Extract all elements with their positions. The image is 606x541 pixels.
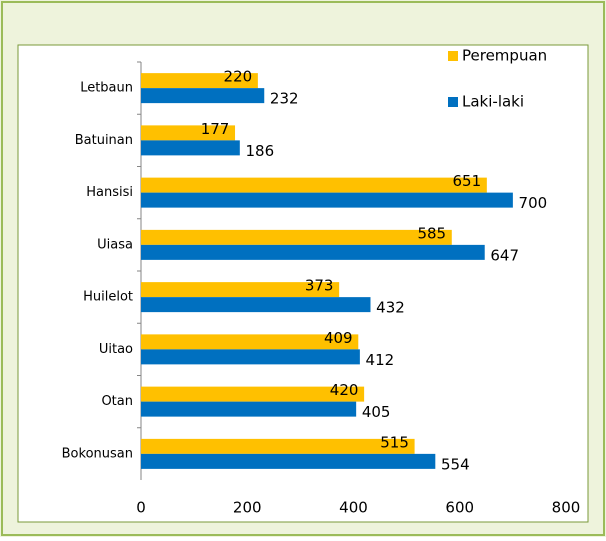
bar (141, 140, 240, 156)
bar (141, 244, 485, 260)
data-label: 373 (305, 277, 334, 295)
data-label: 585 (417, 224, 446, 242)
data-label: 220 (224, 68, 253, 86)
data-label: 554 (441, 455, 470, 473)
y-tick-label: Batuinan (75, 133, 133, 148)
y-tick-label: Uiasa (97, 237, 133, 252)
data-label: 432 (376, 299, 405, 317)
y-tick-label: Otan (101, 394, 133, 409)
y-tick-label: Uitao (99, 342, 133, 357)
data-label: 232 (270, 90, 299, 108)
legend-swatch (448, 97, 458, 107)
legend-label: Perempuan (462, 47, 547, 65)
bar (141, 177, 487, 193)
bar (141, 334, 359, 350)
bar (141, 438, 415, 454)
data-label: 651 (453, 172, 482, 190)
bar (141, 229, 452, 245)
bar (141, 349, 360, 365)
data-label: 515 (380, 433, 409, 451)
legend-swatch (448, 51, 458, 61)
data-label: 420 (330, 381, 359, 399)
bar (141, 73, 258, 89)
bar (141, 401, 357, 417)
y-tick-label: Hansisi (86, 185, 133, 200)
x-tick-label: 800 (552, 499, 581, 517)
data-label: 700 (519, 194, 548, 212)
bar (141, 386, 365, 402)
data-label: 647 (490, 246, 519, 264)
legend-label: Laki-laki (462, 93, 524, 111)
x-tick-label: 200 (233, 499, 262, 517)
data-label: 405 (362, 403, 391, 421)
bar (141, 192, 513, 208)
bar (141, 125, 236, 141)
data-label: 186 (245, 142, 274, 160)
y-tick-label: Bokonusan (62, 446, 133, 461)
x-tick-label: 400 (339, 499, 368, 517)
data-label: 412 (366, 351, 395, 369)
data-label: 409 (324, 329, 353, 347)
bar (141, 282, 340, 298)
bar (141, 88, 265, 104)
y-tick-label: Letbaun (80, 81, 133, 96)
data-label: 177 (201, 120, 230, 138)
x-tick-label: 0 (136, 499, 146, 517)
bar (141, 453, 436, 469)
x-tick-label: 600 (445, 499, 474, 517)
y-tick-label: Huilelot (83, 290, 133, 305)
bar (141, 297, 371, 313)
